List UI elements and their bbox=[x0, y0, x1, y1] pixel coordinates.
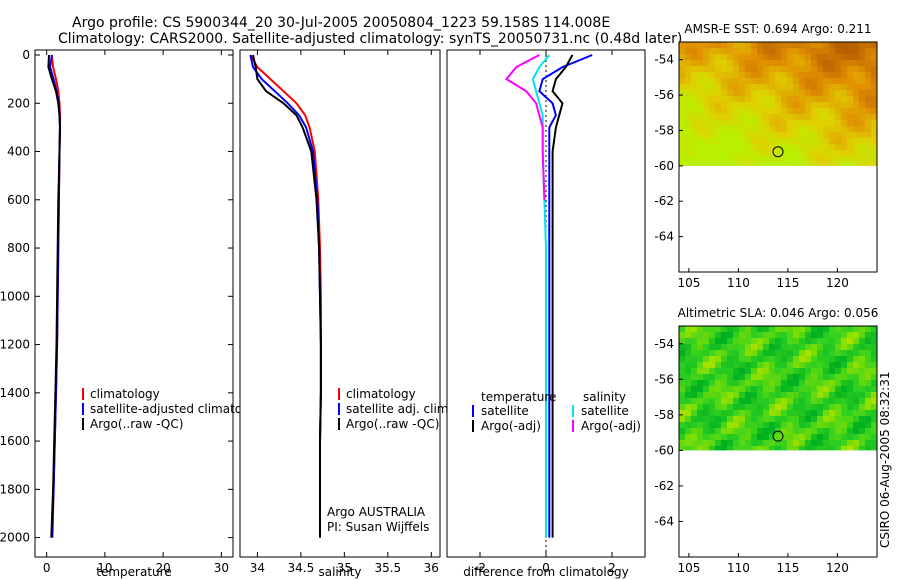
temperature-xtick-label: 20 bbox=[155, 561, 170, 575]
panel-sla_map: Altimetric SLA: 0.046 Argo: 0.056 105 110 1… bbox=[654, 306, 878, 575]
salinity-xtick-label: 36 bbox=[424, 561, 439, 575]
sla_map-ytick-label: -60 bbox=[654, 443, 674, 457]
sst_map-ytick-label: -62 bbox=[654, 194, 674, 208]
temperature-ytick-label: 1200 bbox=[0, 338, 30, 352]
difference-legend-label: satellite bbox=[581, 404, 629, 418]
sla_map-xtick-label: 105 bbox=[677, 561, 700, 575]
sst_map-xtick-label: 110 bbox=[727, 276, 750, 290]
salinity-xtick-label: 34.5 bbox=[288, 561, 315, 575]
header-line-2: Climatology: CARS2000. Satellite-adjuste… bbox=[58, 31, 682, 47]
sla_map-ytick-label: -62 bbox=[654, 479, 674, 493]
temperature-ytick-label: 0 bbox=[22, 48, 30, 62]
temperature-ytick-label: 200 bbox=[7, 96, 30, 110]
sst_map-ytick-label: -64 bbox=[654, 230, 674, 244]
salinity-xlabel: salinity bbox=[318, 565, 361, 579]
difference-series-temperature-argo-adj- bbox=[551, 54, 574, 538]
sst_map-xtick-label: 115 bbox=[776, 276, 799, 290]
temperature-xtick-label: 10 bbox=[97, 561, 112, 575]
sla_map-ytick-label: -54 bbox=[654, 337, 674, 351]
salinity-annotation: PI: Susan Wijffels bbox=[327, 520, 429, 534]
sla_map-heatmap-cells bbox=[679, 326, 877, 451]
temperature-legend-label: satellite-adjusted climatology bbox=[90, 402, 268, 416]
temperature-ytick-label: 1000 bbox=[0, 289, 30, 303]
temperature-ytick-label: 400 bbox=[7, 145, 30, 159]
difference-xtick-label: -2 bbox=[474, 561, 486, 575]
sst_map-ytick-label: -54 bbox=[654, 53, 674, 67]
sla_map-title: Altimetric SLA: 0.046 Argo: 0.056 bbox=[678, 306, 879, 320]
difference-legend-label: Argo(-adj) bbox=[481, 419, 541, 433]
sst_map-heatmap-cells bbox=[679, 42, 877, 166]
temperature-axes-frame bbox=[34, 49, 234, 558]
sst_map-ytick-label: -60 bbox=[654, 159, 674, 173]
salinity-xtick-label: 35.5 bbox=[374, 561, 401, 575]
salinity-legend-label: climatology bbox=[346, 387, 416, 401]
sla_map-ytick-label: -58 bbox=[654, 408, 674, 422]
sst_map-frame bbox=[678, 41, 878, 273]
difference-legend-title: salinity bbox=[583, 390, 626, 404]
temperature-xtick-label: 30 bbox=[214, 561, 229, 575]
difference-xtick-label: 2 bbox=[608, 561, 616, 575]
salinity-annotation: Argo AUSTRALIA bbox=[327, 505, 426, 519]
temperature-ytick-label: 800 bbox=[7, 241, 30, 255]
temperature-ytick-label: 1400 bbox=[0, 386, 30, 400]
sla_map-ytick-label: -64 bbox=[654, 514, 674, 528]
sla_map-xtick-label: 110 bbox=[727, 561, 750, 575]
watermark: CSIRO 06-Aug-2005 08:32:31 bbox=[878, 372, 892, 548]
sla_map-ytick-label: -56 bbox=[654, 372, 674, 386]
sla_map-argo-marker bbox=[772, 430, 784, 442]
sst_map-xtick-label: 105 bbox=[677, 276, 700, 290]
difference-xtick-label: 0 bbox=[542, 561, 550, 575]
sst_map-ytick-label: -56 bbox=[654, 88, 674, 102]
sla_map-frame bbox=[678, 325, 878, 558]
temperature-legend-label: climatology bbox=[90, 387, 160, 401]
temperature-series-argo-raw-qc- bbox=[47, 54, 62, 538]
sst_map-argo-marker bbox=[772, 146, 784, 158]
temperature-legend-label: Argo(..raw -QC) bbox=[90, 417, 183, 431]
sst_map-xtick-label: 120 bbox=[826, 276, 849, 290]
sla_map-xtick-label: 115 bbox=[776, 561, 799, 575]
difference-legend-title: temperature bbox=[481, 390, 556, 404]
panel-sst_map: AMSR-E SST: 0.694 Argo: 0.211 105 110 115 12… bbox=[654, 22, 878, 290]
temperature-ytick-label: 600 bbox=[7, 193, 30, 207]
temperature-ytick-label: 1600 bbox=[0, 434, 30, 448]
sst_map-title: AMSR-E SST: 0.694 Argo: 0.211 bbox=[684, 22, 871, 36]
sst_map-ytick-label: -58 bbox=[654, 123, 674, 137]
difference-legend-label: Argo(-adj) bbox=[581, 419, 641, 433]
difference-xlabel: difference from climatology bbox=[463, 565, 629, 579]
difference-series-salinity-argo-adj- bbox=[504, 54, 546, 200]
salinity-xtick-label: 35 bbox=[337, 561, 352, 575]
panel-temperature: 0 10 20 30 0 200 400 600 800 1000 1200 1400 1600 1800… bbox=[0, 48, 268, 579]
difference-series-temperature-satellite bbox=[538, 54, 593, 538]
salinity-xtick-label: 34 bbox=[250, 561, 265, 575]
salinity-legend-label: Argo(..raw -QC) bbox=[346, 417, 439, 431]
salinity-series-argo-raw-qc- bbox=[252, 54, 322, 538]
temperature-ytick-label: 2000 bbox=[0, 531, 30, 545]
salinity-legend-label: satellite adj. clim. bbox=[346, 402, 452, 416]
temperature-xtick-label: 0 bbox=[43, 561, 51, 575]
temperature-ytick-label: 1800 bbox=[0, 482, 30, 496]
difference-legend-label: satellite bbox=[481, 404, 529, 418]
salinity-axes-frame bbox=[239, 49, 441, 558]
header-line-1: Argo profile: CS 5900344_20 30-Jul-2005 … bbox=[72, 15, 610, 31]
panel-salinity: 34 34.5 35 35.5 36 salinity climatologysatelli… bbox=[239, 49, 452, 579]
temperature-xlabel: temperature bbox=[96, 565, 171, 579]
sla_map-xtick-label: 120 bbox=[826, 561, 849, 575]
